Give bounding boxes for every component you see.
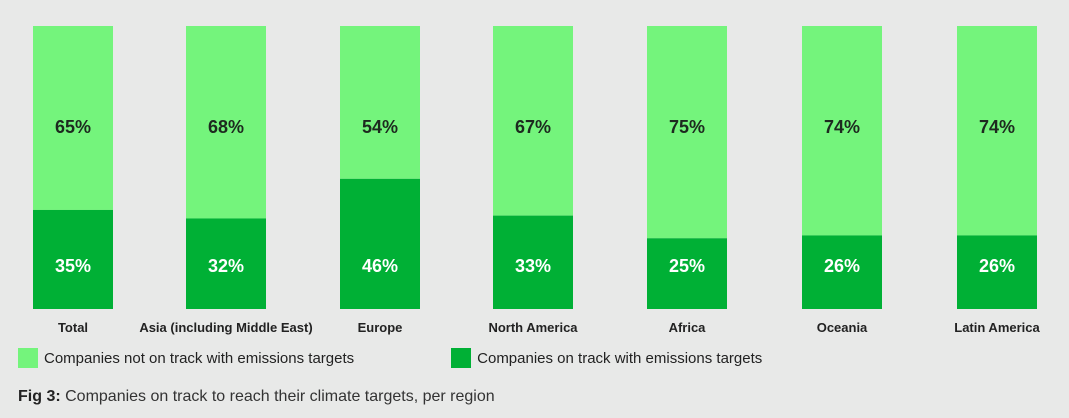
bar-on-track-oceania xyxy=(802,235,882,309)
data-label-on-track-oceania: 26% xyxy=(824,256,860,276)
bar-on-track-africa xyxy=(647,238,727,309)
category-label-europe: Europe xyxy=(358,320,403,335)
bar-on-track-europe xyxy=(340,178,420,309)
data-label-not-on-track-latin-america: 74% xyxy=(979,117,1015,137)
category-label-oceania: Oceania xyxy=(817,320,868,335)
data-label-not-on-track-north-america: 67% xyxy=(515,117,551,137)
category-label-north-america: North America xyxy=(488,320,578,335)
bar-on-track-north-america xyxy=(493,215,573,309)
data-label-not-on-track-africa: 75% xyxy=(669,117,705,137)
bar-not-on-track-oceania xyxy=(802,26,882,236)
bar-not-on-track-north-america xyxy=(493,26,573,216)
data-label-on-track-total: 35% xyxy=(55,256,91,276)
bar-not-on-track-total xyxy=(33,26,113,210)
data-label-on-track-asia-including-middle-east: 32% xyxy=(208,256,244,276)
caption-fig-label: Fig 3: xyxy=(18,388,61,405)
bar-not-on-track-europe xyxy=(340,26,420,179)
figure-caption: Fig 3: Companies on track to reach their… xyxy=(18,388,495,406)
data-label-on-track-latin-america: 26% xyxy=(979,256,1015,276)
category-label-asia-including-middle-east: Asia (including Middle East) xyxy=(139,320,312,335)
legend-label-on-track: Companies on track with emissions target… xyxy=(477,349,763,367)
bar-not-on-track-africa xyxy=(647,26,727,239)
bar-on-track-total xyxy=(33,209,113,309)
category-label-total: Total xyxy=(58,320,88,335)
bar-not-on-track-asia-including-middle-east xyxy=(186,26,266,219)
bar-on-track-latin-america xyxy=(957,235,1037,309)
bar-on-track-asia-including-middle-east xyxy=(186,218,266,309)
category-label-latin-america: Latin America xyxy=(954,320,1040,335)
legend-item-on-track: Companies on track with emissions target… xyxy=(451,348,762,368)
stacked-bar-chart: 65% 35% Total 68% 32% Asia (including Middle … xyxy=(33,26,1041,335)
legend: Companies not on track with emissions ta… xyxy=(18,348,859,368)
legend-label-not-on-track: Companies not on track with emissions ta… xyxy=(44,349,355,367)
data-label-not-on-track-total: 65% xyxy=(55,117,91,137)
data-label-not-on-track-oceania: 74% xyxy=(824,117,860,137)
data-label-on-track-north-america: 33% xyxy=(515,256,551,276)
legend-swatch-on-track xyxy=(451,348,472,368)
data-label-on-track-europe: 46% xyxy=(362,256,398,276)
bar-not-on-track-latin-america xyxy=(957,26,1037,236)
data-label-on-track-africa: 25% xyxy=(669,256,705,276)
data-label-not-on-track-europe: 54% xyxy=(362,117,398,137)
legend-item-not-on-track: Companies not on track with emissions ta… xyxy=(18,348,354,368)
legend-swatch-not-on-track xyxy=(18,348,38,368)
data-label-not-on-track-asia-including-middle-east: 68% xyxy=(208,117,244,137)
caption-text: Companies on track to reach their climat… xyxy=(60,388,495,405)
category-label-africa: Africa xyxy=(669,320,707,335)
